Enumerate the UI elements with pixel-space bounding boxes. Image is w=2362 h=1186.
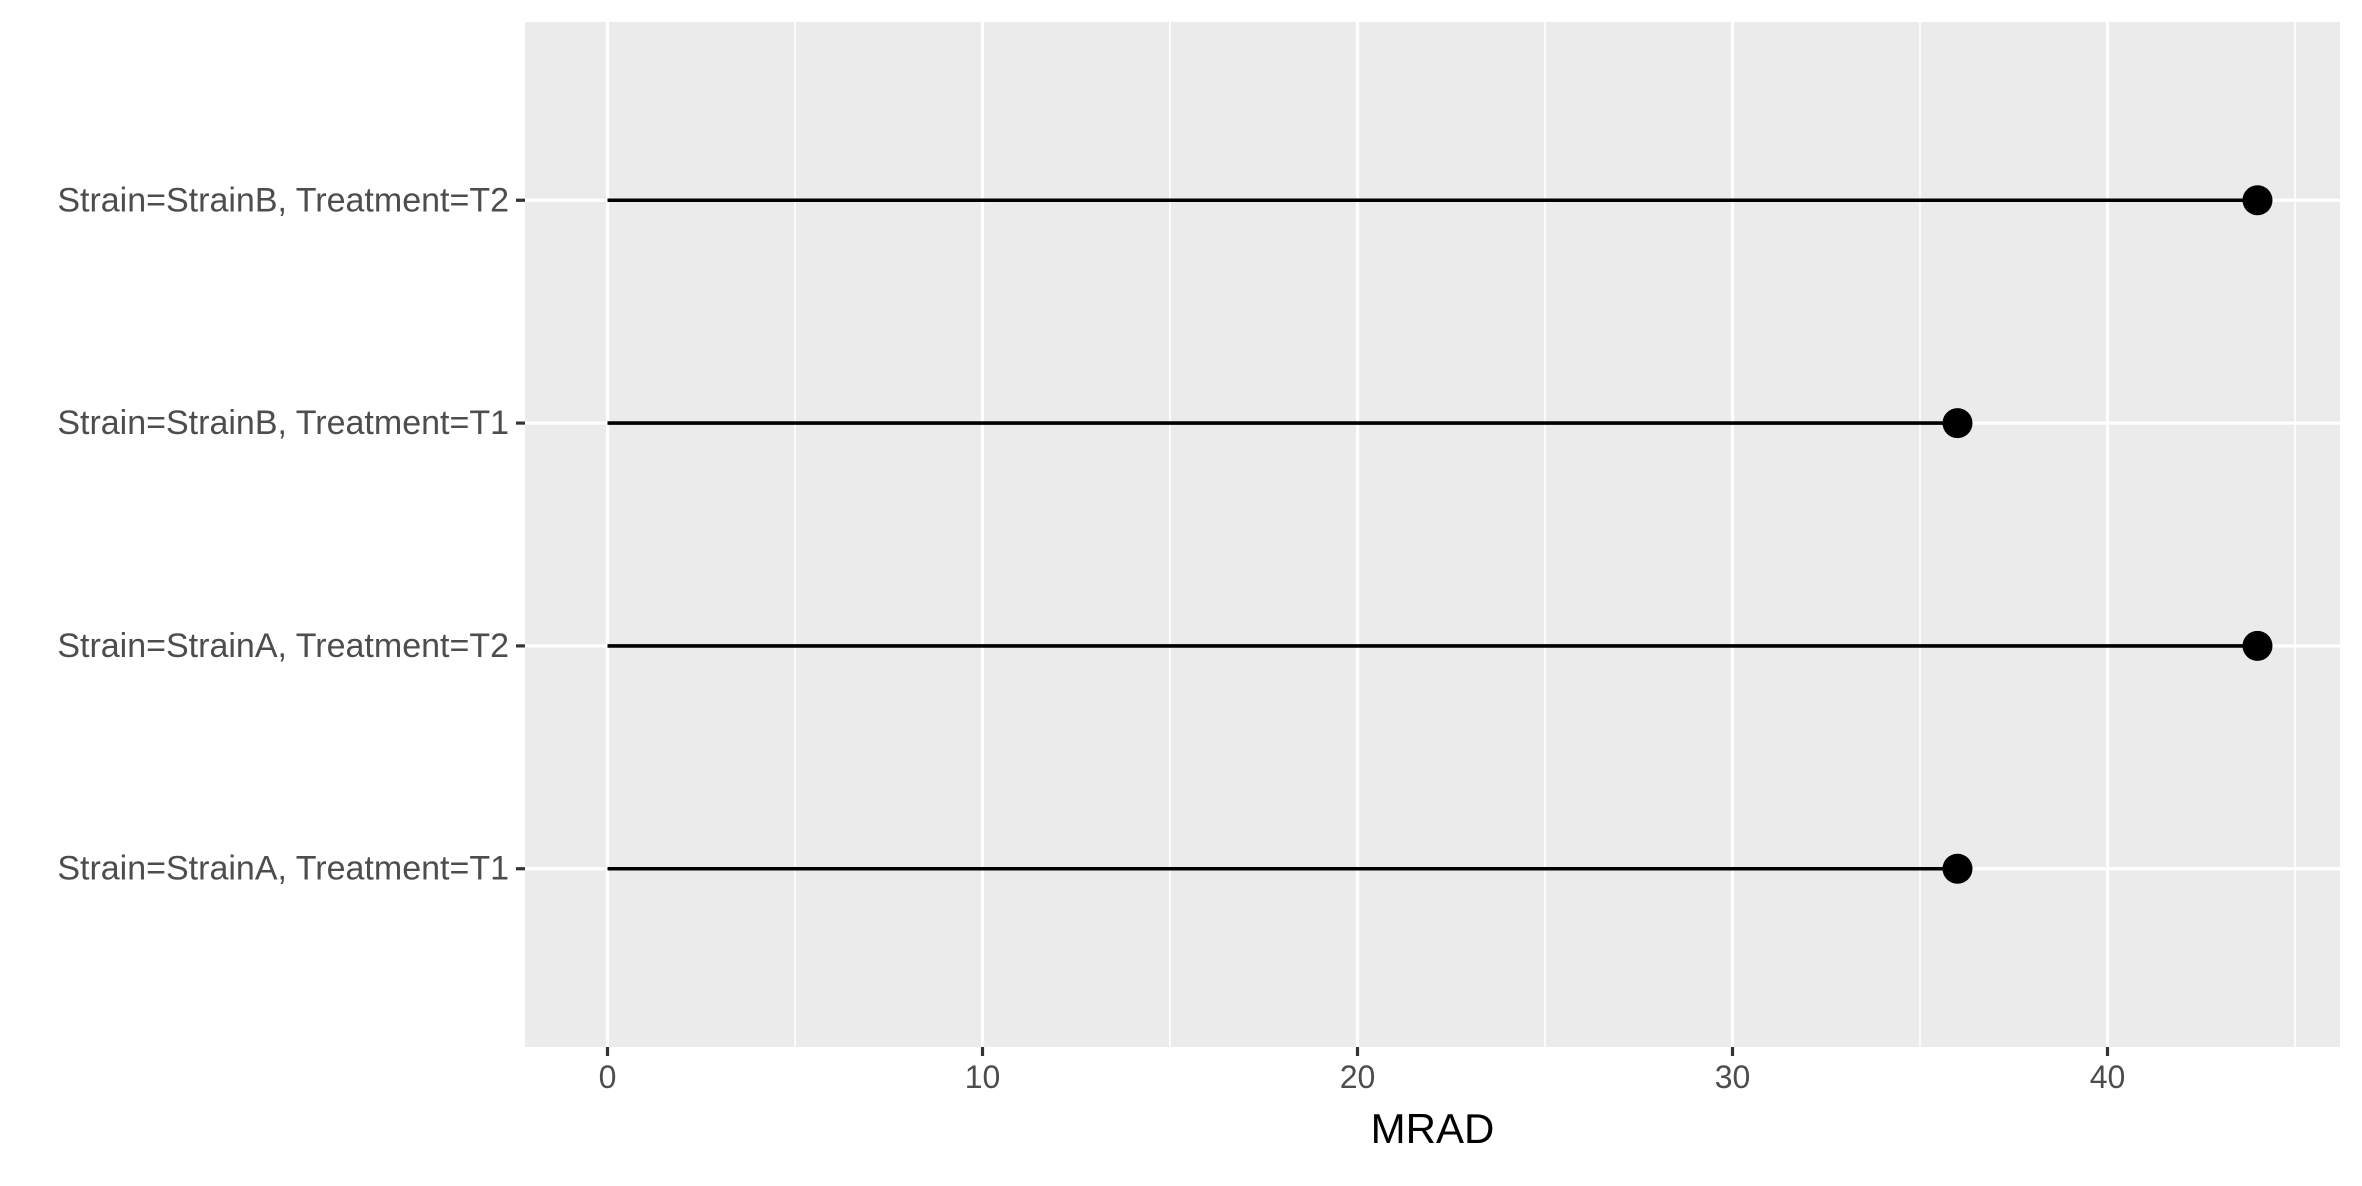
x-tick-label-10: 10 [965, 1059, 1001, 1095]
x-tick-label-0: 0 [599, 1059, 617, 1095]
lollipop-point-2 [1942, 408, 1973, 439]
y-tick-label-2: Strain=StrainB, Treatment=T1 [57, 404, 509, 442]
y-tick-label-1: Strain=StrainA, Treatment=T2 [57, 627, 509, 665]
x-tick-label-20: 20 [1340, 1059, 1376, 1095]
minor-gridlines [794, 22, 2296, 1047]
y-axis: Strain=StrainA, Treatment=T1 Strain=Strai… [57, 181, 525, 888]
x-tick-label-30: 30 [1715, 1059, 1751, 1095]
lollipop-point-0 [1942, 853, 1973, 884]
x-axis-title: MRAD [1371, 1105, 1495, 1152]
lollipop-point-3 [2242, 185, 2273, 216]
plot-panel [525, 22, 2340, 1047]
lollipop-point-1 [2242, 630, 2273, 661]
y-tick-label-0: Strain=StrainA, Treatment=T1 [57, 850, 509, 888]
data-marks [607, 185, 2273, 884]
y-tick-label-3: Strain=StrainB, Treatment=T2 [57, 181, 509, 219]
x-axis: 0 10 20 30 40 [599, 1047, 2126, 1095]
x-tick-label-40: 40 [2090, 1059, 2126, 1095]
